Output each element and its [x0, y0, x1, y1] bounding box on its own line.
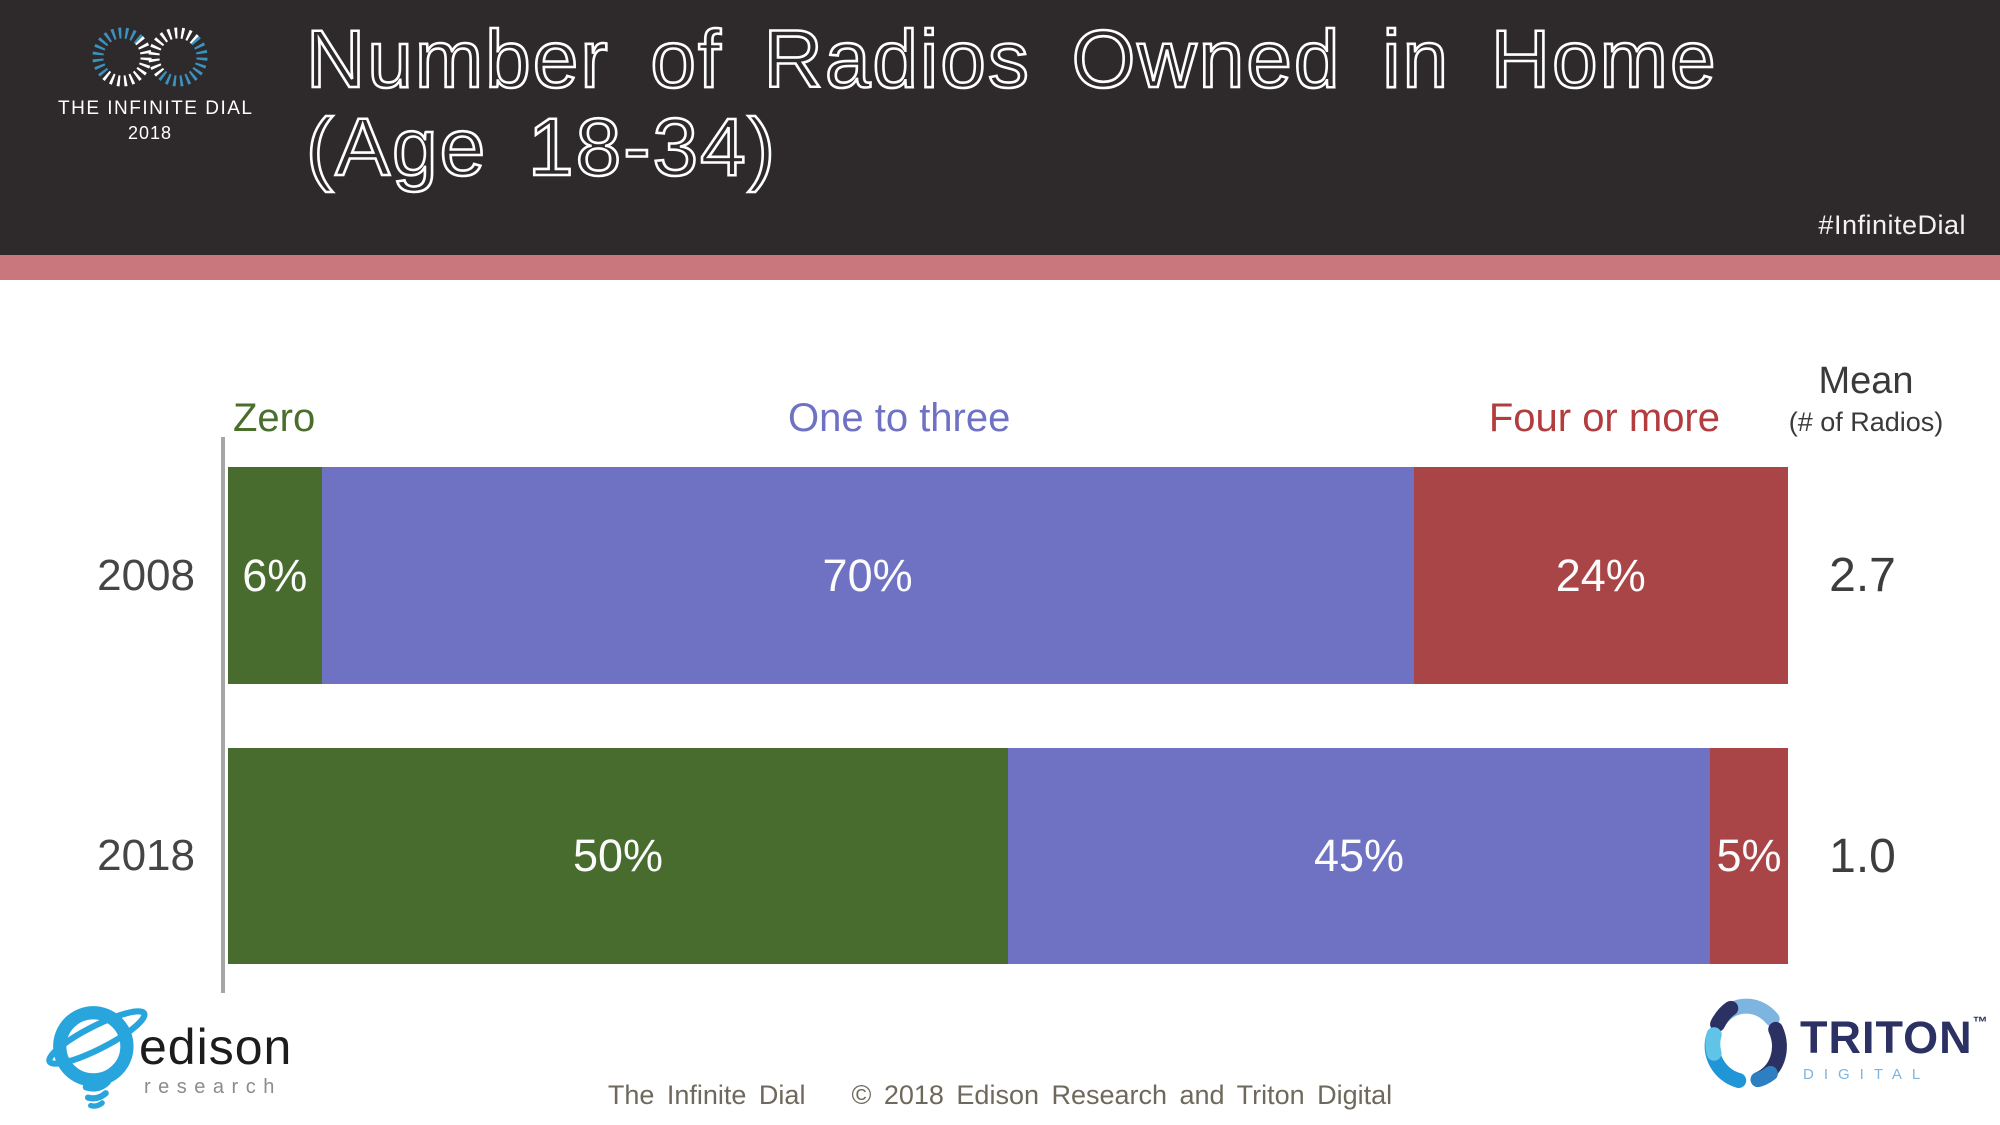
credit-left: The Infinite Dial — [607, 1080, 806, 1110]
year-label-2008: 2008 — [97, 550, 195, 600]
y-axis-line — [221, 437, 225, 993]
triton-mark-icon — [1704, 998, 1787, 1088]
mean-column-header: Mean (# of Radios) — [1780, 360, 1952, 438]
segment-value-label: 5% — [1716, 830, 1782, 881]
triton-name: TRITON™ — [1800, 1012, 1989, 1063]
legend-label-four-or-more: Four or more — [1488, 396, 1720, 440]
triton-sub: DIGITAL — [1803, 1066, 1931, 1083]
legend-label-zero: Zero — [233, 396, 316, 440]
segment-value-label: 6% — [242, 549, 308, 601]
trademark-symbol: ™ — [1972, 1014, 1989, 1031]
year-label-2018: 2018 — [97, 831, 195, 880]
header: THE INFINITE DIAL 2018 Number of Radios … — [0, 0, 2000, 255]
credit-right: © 2018 Edison Research and Triton Digita… — [851, 1080, 1393, 1110]
stacked-bar-chart: Mean (# of Radios) Zero One to three Four … — [0, 280, 2000, 1000]
segment-value-label: 70% — [822, 549, 913, 601]
mean-sublabel: (# of Radios) — [1788, 407, 1944, 437]
logo-text: THE INFINITE DIAL — [58, 98, 254, 119]
triton-wordmark: TRITON™ DIGITAL — [1800, 1015, 1989, 1083]
segment-zero-2018: 50% — [228, 748, 1008, 964]
infinite-dial-logo: THE INFINITE DIAL 2018 — [58, 26, 254, 144]
legend-label-one-to-three: One to three — [788, 396, 1011, 440]
edison-wordmark: edison research — [139, 1022, 292, 1099]
segment-four-or-more-2008: 24% — [1413, 467, 1788, 684]
mean-value-2018: 1.0 — [1829, 829, 1896, 883]
mean-label: Mean — [1818, 360, 1914, 402]
segment-value-label: 45% — [1313, 830, 1405, 881]
mean-value-2008: 2.7 — [1829, 549, 1896, 602]
triton-digital-logo: TRITON™ DIGITAL — [1700, 985, 1988, 1110]
segment-one-to-three-2018: 45% — [1008, 748, 1710, 964]
copyright-line: The Infinite Dial © 2018 Edison Research … — [0, 1080, 2000, 1111]
logo-year: 2018 — [127, 123, 173, 143]
edison-mark-icon — [46, 1006, 148, 1109]
title-line-1: Number of Radios Owned in Home — [305, 14, 1718, 105]
edison-sub: research — [144, 1076, 282, 1098]
hashtag-label: #InfiniteDial — [1818, 210, 1966, 240]
edison-name: edison — [139, 1019, 293, 1075]
infinity-rings-icon — [92, 27, 208, 87]
segment-value-label: 24% — [1555, 549, 1646, 601]
edison-research-logo: edison research — [40, 988, 310, 1113]
title-line-2: (Age 18-34) — [305, 101, 778, 193]
accent-stripe — [0, 255, 2000, 280]
segment-zero-2008: 6% — [228, 467, 322, 684]
bar-row-2018: 50% 45% 5% — [228, 748, 1788, 964]
segment-four-or-more-2018: 5% — [1710, 748, 1788, 964]
page-title: Number of Radios Owned in Home (Age 18-34… — [305, 14, 1718, 193]
segment-value-label: 50% — [572, 830, 664, 881]
bar-row-2008: 6% 70% 24% — [228, 467, 1788, 684]
segment-one-to-three-2008: 70% — [321, 467, 1414, 684]
